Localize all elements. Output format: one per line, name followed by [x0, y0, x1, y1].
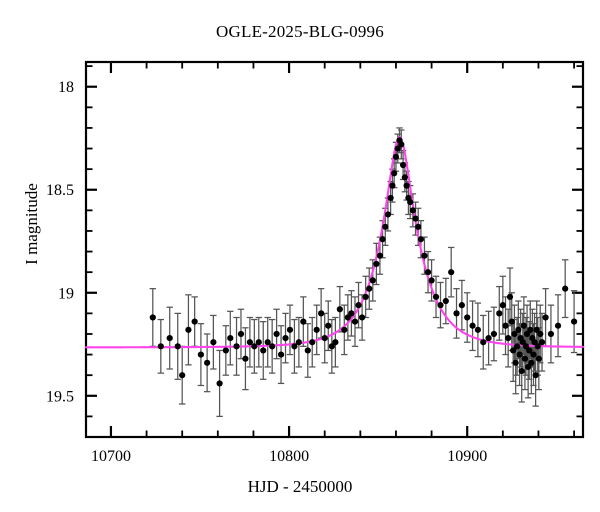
- axes-frame: [84, 60, 585, 439]
- y-axis-tick-labels: 18 18.5 19 19.5: [46, 79, 74, 405]
- page-title: OGLE-2025-BLG-0996: [216, 22, 384, 41]
- x-axis-tick-labels: 10700 10800 10900: [91, 448, 487, 465]
- svg-text:10700: 10700: [91, 448, 131, 465]
- model-curve: [84, 136, 585, 349]
- svg-text:18: 18: [58, 79, 74, 96]
- x-axis-ticks: [109, 62, 575, 437]
- x-axis-label: HJD - 2450000: [247, 477, 353, 496]
- y-axis-label: I magnitude: [22, 183, 41, 265]
- data-points: [149, 137, 578, 387]
- svg-text:10800: 10800: [269, 448, 309, 465]
- y-axis-ticks: [86, 65, 583, 438]
- svg-text:10900: 10900: [447, 448, 487, 465]
- svg-text:19.5: 19.5: [46, 388, 74, 405]
- data-error-bars: [149, 127, 578, 418]
- svg-text:19: 19: [58, 285, 74, 302]
- svg-text:18.5: 18.5: [46, 182, 74, 199]
